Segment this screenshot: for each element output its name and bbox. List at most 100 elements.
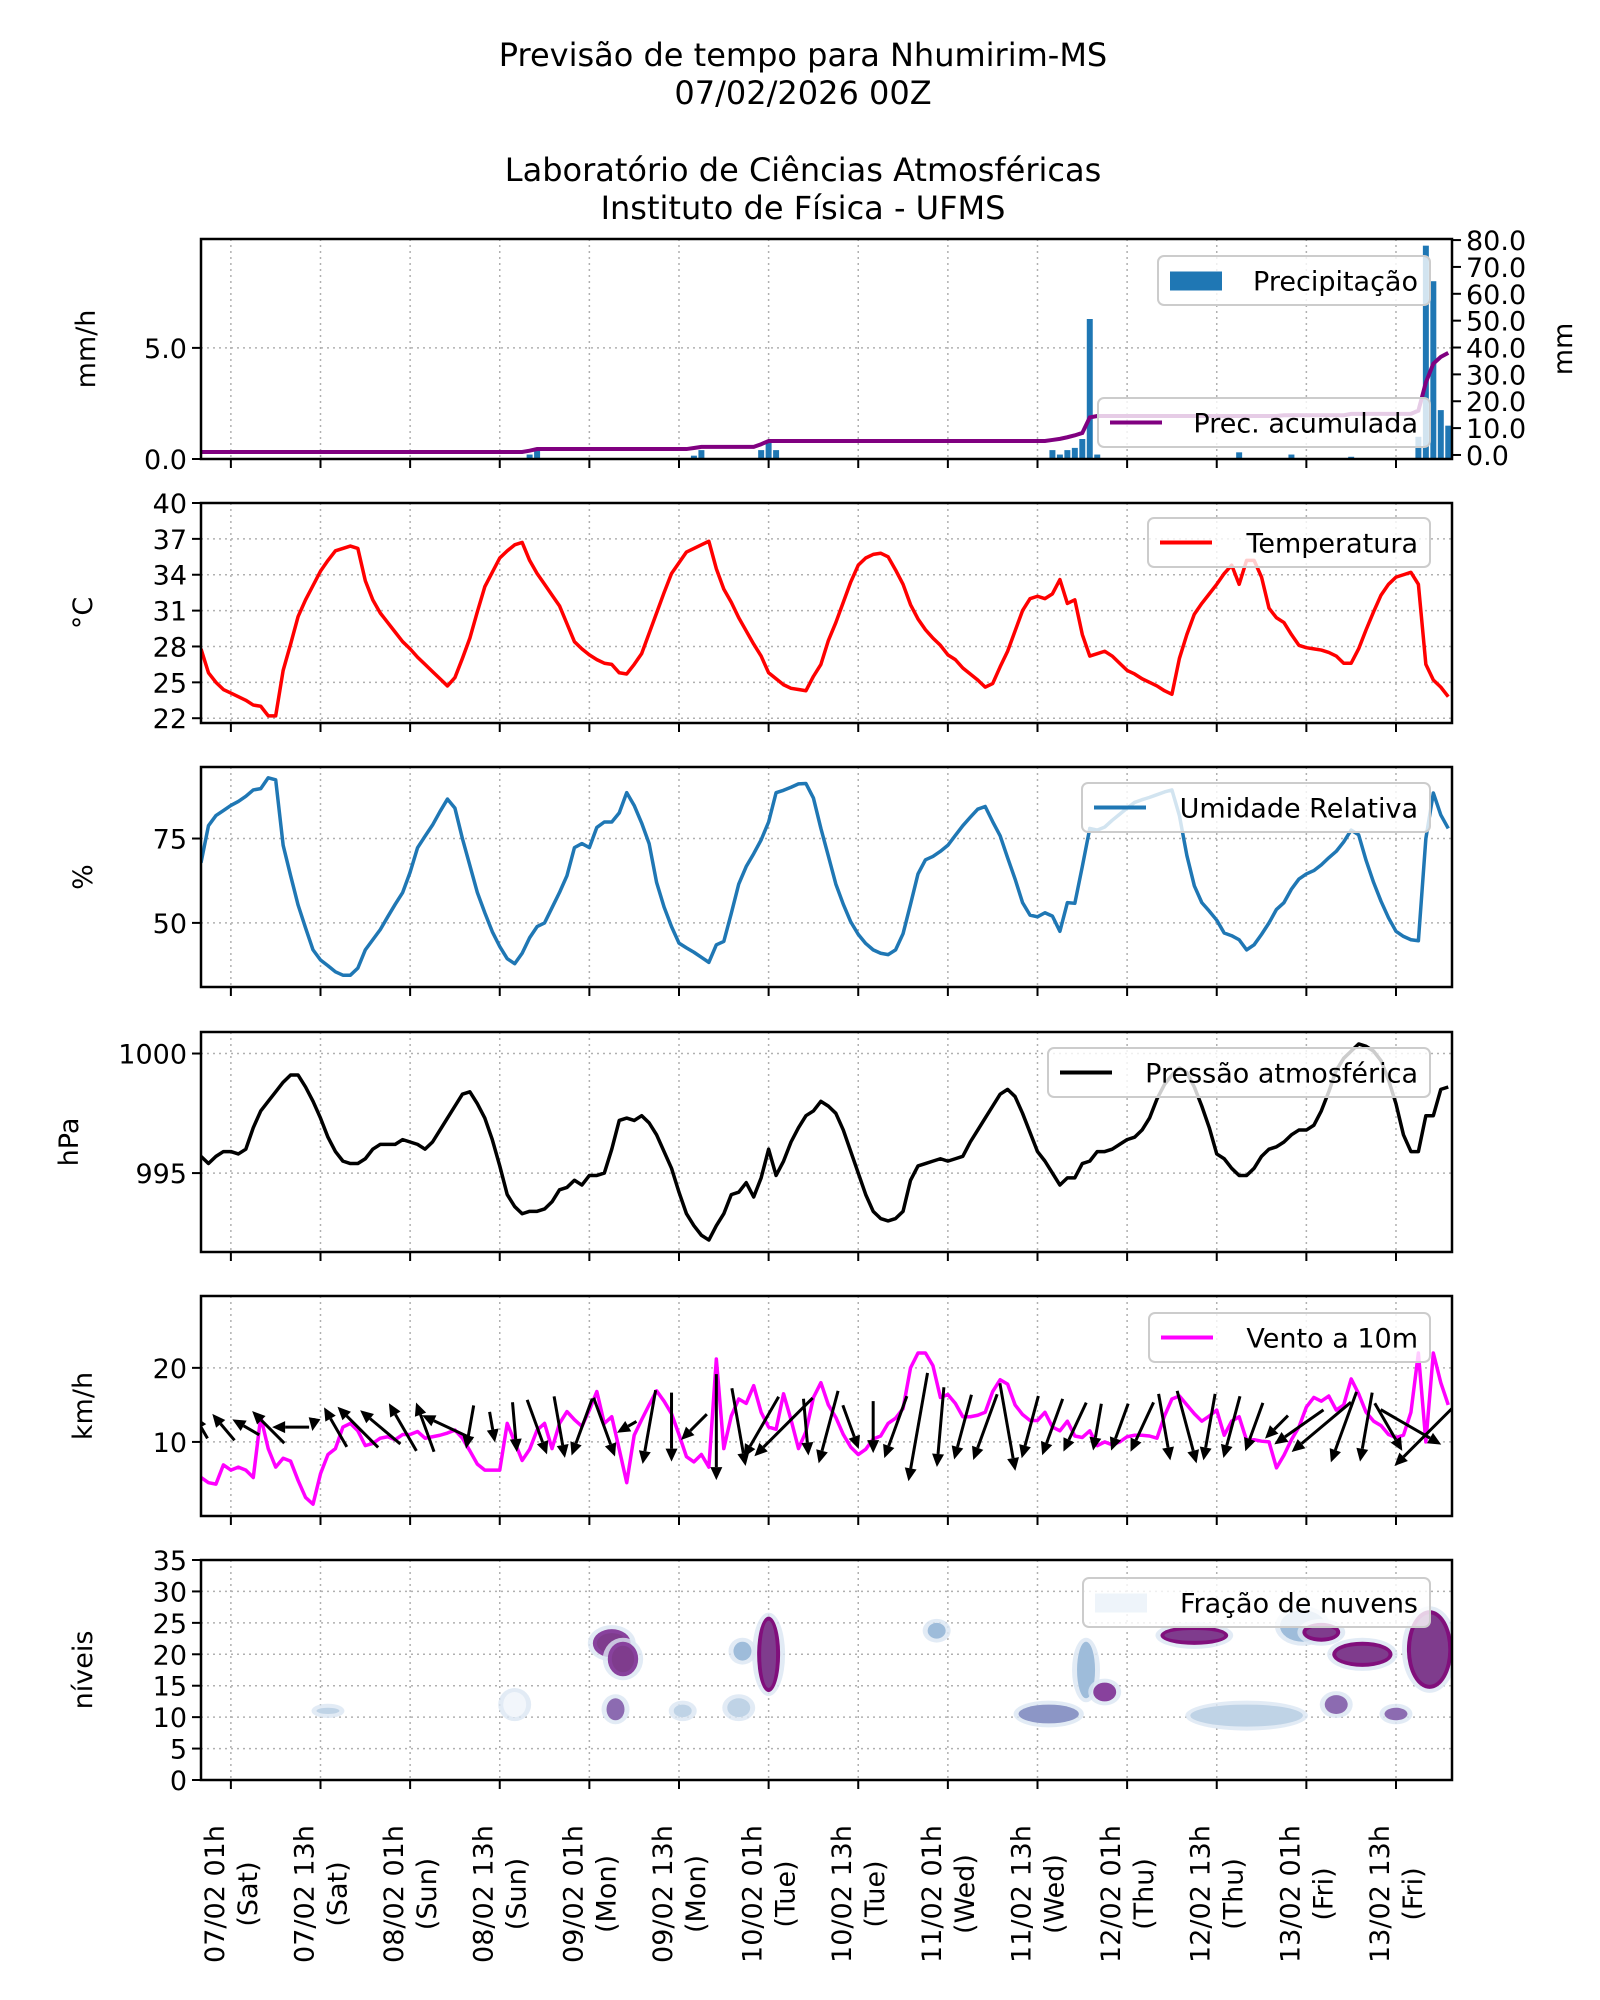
title-line-lab: Laboratório de Ciências Atmosféricas bbox=[505, 151, 1102, 189]
wind-arrow bbox=[486, 1411, 499, 1443]
cloud-region bbox=[927, 1622, 946, 1639]
y-right-tick-label: 0.0 bbox=[1466, 441, 1509, 472]
x-tick-label-day: (Sun) bbox=[412, 1858, 443, 1930]
wind-arrow-head bbox=[616, 1421, 632, 1433]
axes-frame bbox=[199, 237, 1454, 461]
legend-label: Prec. acumulada bbox=[1193, 409, 1418, 440]
legend-box bbox=[1082, 1577, 1431, 1628]
wind-arrow-shaft bbox=[219, 1422, 236, 1442]
wind-arrow bbox=[1379, 1408, 1442, 1445]
wind-arrow bbox=[570, 1398, 594, 1456]
legend-box bbox=[1097, 397, 1431, 448]
x-tick-label-date: 10/02 13h bbox=[827, 1825, 858, 1963]
wind-arrow bbox=[867, 1401, 880, 1454]
legend-box bbox=[1147, 517, 1431, 568]
x-tick-label-day: (Mon) bbox=[591, 1855, 622, 1933]
cloud-region bbox=[503, 1692, 527, 1718]
y-tick-label: 0.0 bbox=[144, 445, 187, 476]
wind-arrow-head bbox=[337, 1406, 351, 1421]
y-tick-label: 1000 bbox=[118, 1040, 187, 1071]
wind-arrow bbox=[462, 1405, 476, 1449]
y-axis-label: °C bbox=[68, 597, 99, 629]
wind-arrow bbox=[730, 1387, 750, 1467]
wind-arrow bbox=[252, 1411, 286, 1445]
humidity-line bbox=[201, 776, 1450, 977]
wind-arrow-head bbox=[556, 1444, 569, 1458]
wind-arrow-shaft bbox=[488, 1411, 495, 1430]
cloud-region-core bbox=[1410, 1614, 1449, 1685]
wind-arrow-head bbox=[754, 1442, 768, 1457]
wind-arrow-head bbox=[1187, 1449, 1199, 1464]
wind-arrow bbox=[743, 1396, 780, 1458]
title-line-institute: Instituto de Física - UFMS bbox=[601, 189, 1006, 227]
wind-arrow-head bbox=[904, 1467, 917, 1482]
panels: 0.05.00.010.020.030.040.050.060.070.080.… bbox=[54, 226, 1579, 1963]
precip-bar bbox=[1071, 447, 1078, 459]
x-tick-label-date: 09/02 01h bbox=[558, 1825, 589, 1963]
wind-arrow bbox=[998, 1383, 1019, 1471]
wind-arrow-shaft bbox=[1373, 1402, 1398, 1441]
wind-arrow bbox=[616, 1420, 638, 1433]
precip-bar bbox=[698, 450, 705, 459]
wind-arrow-head bbox=[422, 1415, 437, 1427]
wind-arrow-head bbox=[1264, 1425, 1279, 1439]
y-right-tick-label: 80.0 bbox=[1466, 226, 1526, 257]
legend-patch-swatch bbox=[1095, 1593, 1147, 1613]
wind-arrow-shaft bbox=[552, 1396, 565, 1446]
wind-arrow-head bbox=[743, 1443, 756, 1458]
y-tick-label: 50 bbox=[153, 909, 187, 940]
legend: Temperatura bbox=[1147, 517, 1431, 568]
wind-arrow-shaft bbox=[1045, 1398, 1065, 1444]
wind-arrow-head bbox=[570, 1441, 582, 1456]
pressure-line bbox=[201, 1042, 1449, 1242]
y-tick-label: 5 bbox=[170, 1735, 187, 1766]
wind-arrow bbox=[272, 1421, 310, 1434]
wind-arrow-shaft bbox=[1067, 1402, 1088, 1441]
wind-arrow-head bbox=[1390, 1436, 1403, 1451]
wind-arrow-shaft bbox=[1248, 1402, 1265, 1440]
legend: Vento a 10m bbox=[1148, 1312, 1431, 1363]
legend-box bbox=[1157, 255, 1431, 306]
wind-arrow bbox=[1089, 1403, 1103, 1451]
wind-arrow-shaft bbox=[1300, 1401, 1352, 1445]
wind-arrow bbox=[324, 1407, 349, 1448]
wind-arrow-shaft bbox=[976, 1393, 999, 1449]
cloud-region-core bbox=[611, 1645, 635, 1673]
x-tick-label-day: (Mon) bbox=[681, 1855, 712, 1933]
y-tick-label: 30 bbox=[153, 1577, 187, 1608]
wind-arrow-head bbox=[1162, 1446, 1174, 1461]
wind-arrow-head bbox=[1291, 1439, 1306, 1453]
y-right-tick-label: 20.0 bbox=[1466, 387, 1526, 418]
wind-arrow-shaft bbox=[1023, 1395, 1040, 1447]
precip-bar bbox=[1079, 439, 1086, 459]
wind-arrow-head bbox=[972, 1445, 984, 1461]
y-tick-label: 40 bbox=[153, 489, 187, 520]
wind-arrow bbox=[414, 1402, 436, 1453]
x-tick-label-date: 08/02 13h bbox=[469, 1825, 500, 1963]
precipitation-panel: 0.05.00.010.020.030.040.050.060.070.080.… bbox=[71, 226, 1579, 476]
wind-arrow-head bbox=[604, 1442, 617, 1457]
wind-arrow-head bbox=[324, 1407, 336, 1422]
wind-arrow bbox=[1394, 1406, 1452, 1467]
cloud-region bbox=[1384, 1707, 1408, 1721]
cloud-region bbox=[1324, 1695, 1348, 1714]
wind-arrow-head bbox=[1089, 1436, 1102, 1451]
wind-arrow bbox=[951, 1394, 973, 1460]
wind-arrow-head bbox=[1426, 1432, 1442, 1445]
wind-arrow-head bbox=[1063, 1437, 1075, 1452]
wind-arrow-head bbox=[883, 1443, 895, 1459]
plot-area bbox=[201, 776, 1450, 977]
axes-frame bbox=[199, 1294, 1454, 1518]
wind-arrow-head bbox=[1356, 1447, 1369, 1462]
wind-arrow-shaft bbox=[1379, 1408, 1431, 1440]
wind-arrow bbox=[525, 1399, 549, 1455]
wind-arrow-head bbox=[1394, 1452, 1408, 1467]
precip-bar bbox=[765, 441, 772, 459]
wind-arrow-shaft bbox=[998, 1383, 1015, 1459]
temperature-panel: 22 25 28 31 34 37 40 °C Temperatura bbox=[68, 489, 1454, 735]
y-right-tick-label: 50.0 bbox=[1466, 307, 1526, 338]
wind-arrow bbox=[1329, 1391, 1358, 1463]
wind-arrow-shaft bbox=[1114, 1403, 1130, 1439]
precip-bar bbox=[1094, 454, 1101, 459]
